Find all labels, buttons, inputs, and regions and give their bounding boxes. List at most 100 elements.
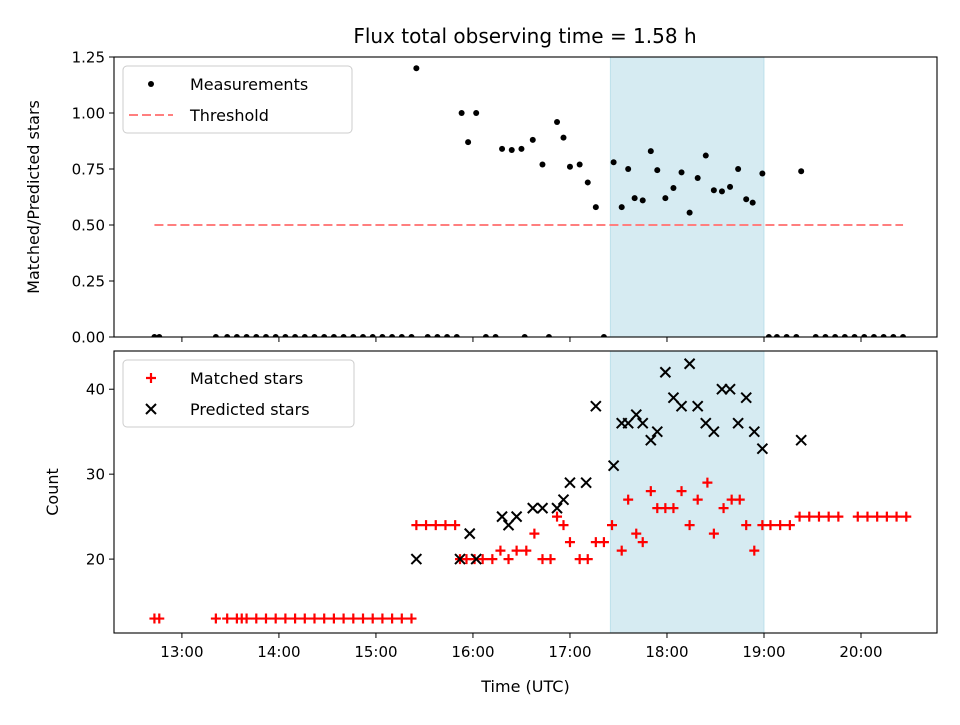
data-point [833,511,844,522]
data-point [387,613,398,624]
data-point [775,520,786,531]
data-point [301,334,308,337]
data-point [545,554,556,565]
data-point [557,493,570,506]
data-point [900,334,907,337]
x-tick-label: 18:00 [645,643,688,661]
data-point [408,334,415,337]
data-point [398,334,405,337]
data-point [465,139,472,146]
data-point [503,554,514,565]
data-point [560,134,567,141]
data-point [350,334,357,337]
y-tick-label: 1.25 [72,49,105,67]
data-point [598,537,609,548]
series-measurements [151,65,907,337]
data-point [880,334,887,337]
data-point [798,168,805,175]
x-tick-label: 13:00 [160,643,203,661]
data-point [832,334,839,337]
data-point [678,169,685,176]
data-point [241,613,252,624]
data-point [536,502,549,514]
data-point [702,152,709,159]
data-point [616,545,627,556]
data-point [694,174,701,181]
data-point [280,613,291,624]
y-tick-label: 1.00 [72,105,105,123]
data-point [670,185,677,192]
data-point [340,334,347,337]
data-point [272,334,279,337]
data-point [639,197,646,204]
data-point [251,613,262,624]
data-point [521,545,532,556]
data-point [610,159,617,166]
data-point [564,537,575,548]
data-point [564,476,576,489]
data-point [691,400,704,412]
data-point [708,528,719,539]
data-point [748,425,760,438]
x-axis-label: Time (UTC) [480,677,569,696]
data-point [482,334,489,337]
data-point [637,417,649,429]
data-point [623,494,634,505]
data-point [454,553,466,565]
data-point [566,163,573,170]
data-point [330,334,337,337]
y-tick-label: 0.75 [72,161,105,179]
data-point [434,334,441,337]
data-point [212,334,219,337]
data-point [151,334,158,337]
data-point [338,613,349,624]
data-point [765,334,772,337]
x-tick-label: 17:00 [548,643,591,661]
data-point [795,434,807,446]
data-point [783,334,790,337]
data-point [765,520,776,531]
y-axis-label: Count [43,468,62,516]
data-point [558,520,569,531]
data-point [631,195,638,202]
data-point [473,110,480,116]
data-point [243,334,250,337]
data-point [724,383,736,395]
data-point [328,613,339,624]
data-point [662,195,669,202]
data-point [592,204,599,211]
data-point [440,520,451,531]
data-point [684,520,695,531]
panel-bottom: 20 30 40 13:00 14:00 15:00 16:00 17:00 18:00 19:0… [43,350,938,696]
data-point [492,334,499,337]
data-point [576,161,583,168]
y-tick-label: 0.00 [72,329,105,347]
data-point [881,511,892,522]
data-point [222,613,233,624]
data-point [154,613,165,624]
data-point [464,527,476,540]
data-point [741,520,752,531]
data-point [348,613,359,624]
data-point [367,613,378,624]
data-point [630,408,642,421]
data-point [413,65,420,72]
data-layer [151,65,907,337]
data-point [727,183,734,190]
data-point [292,334,299,337]
data-point [379,334,386,337]
data-point [756,442,769,455]
chart-title: Flux total observing time = 1.58 h [353,24,696,48]
x-tick-label: 20:00 [839,643,882,661]
data-point [890,334,897,337]
data-point [358,613,369,624]
data-point [716,383,728,395]
legend: Matched stars Predicted stars [122,359,355,428]
x-tick-label: 16:00 [451,643,494,661]
data-point [773,334,780,337]
axes-frame [113,350,938,634]
x-tick-label: 15:00 [354,643,397,661]
data-point [282,334,289,337]
data-point [607,459,620,472]
